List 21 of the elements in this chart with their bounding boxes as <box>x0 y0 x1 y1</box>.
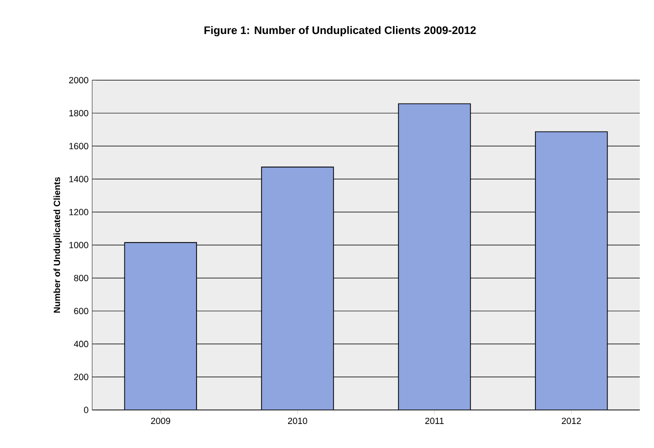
y-tick-label: 2000 <box>69 76 88 84</box>
y-tick-label: 200 <box>74 374 88 380</box>
bar <box>398 103 471 410</box>
chart-title: Figure 1: Number of Unduplicated Clients 2009-2012 <box>204 26 476 36</box>
y-tick-label: 1200 <box>69 208 88 216</box>
y-tick-label: 400 <box>74 340 88 348</box>
y-tick-label: 0 <box>84 406 88 414</box>
bar <box>124 242 197 410</box>
y-axis-title: Number of Unduplicated Clients <box>54 177 62 313</box>
y-tick-label: 1400 <box>69 176 88 182</box>
x-tick-label: 2011 <box>425 418 444 424</box>
y-tick-label: 1600 <box>69 142 88 150</box>
x-tick-label: 2010 <box>288 418 308 424</box>
x-tick-label: 2009 <box>151 418 170 424</box>
y-tick-label: 600 <box>74 308 88 314</box>
y-tick-label: 1800 <box>69 110 88 116</box>
bar <box>534 131 608 410</box>
x-tick-label: 2012 <box>562 418 581 424</box>
y-tick-label: 1000 <box>69 242 88 248</box>
bar <box>261 166 334 410</box>
y-tick-label: 800 <box>74 274 88 282</box>
